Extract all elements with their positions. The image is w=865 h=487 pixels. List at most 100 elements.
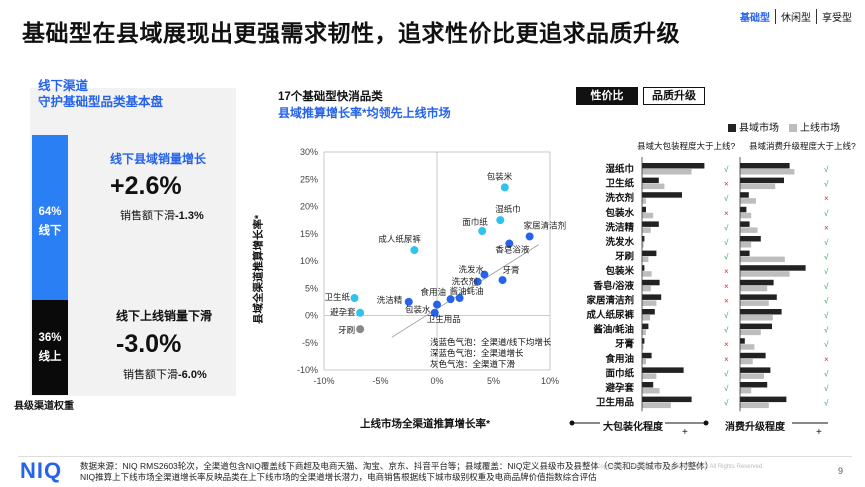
copyright: Copyright © 2026 Nielsen Consumer LLC. A…: [596, 464, 764, 470]
bar-county-bulk: [642, 382, 654, 388]
bar-upper-upgrade: [740, 183, 776, 190]
check-mark-bulk: √: [724, 165, 729, 174]
footer-divider: [18, 456, 852, 457]
bar-upper-upgrade: [740, 300, 769, 306]
check-mark-bulk: √: [724, 384, 729, 393]
bar-county-upgrade: [740, 265, 806, 271]
x-tick: -10%: [313, 376, 334, 386]
bar-upper-bulk: [642, 198, 646, 204]
bar-upper-bulk: [642, 242, 644, 248]
check-mark-bulk: √: [724, 223, 729, 232]
bar-upper-bulk: [642, 300, 657, 306]
bar-county-upgrade: [740, 250, 750, 257]
category-label: 洗发水: [605, 236, 634, 248]
legend-upper: 上线市场: [789, 119, 840, 134]
category-label: 卫生用品: [596, 397, 634, 409]
offline-share-label: 线下: [38, 225, 62, 237]
bar-county-upgrade: [740, 382, 768, 388]
nav-leisure[interactable]: 休闲型: [775, 9, 816, 24]
category-label: 避孕套: [605, 382, 634, 394]
bar-county-bulk: [642, 206, 646, 213]
check-mark-upgrade: √: [824, 180, 829, 189]
axis-bulk-label: 大包装化程度: [603, 422, 663, 433]
offline-share-pct: 64%: [38, 206, 62, 218]
bar-county-upgrade: [740, 206, 747, 213]
legend-upper-label: 上线市场: [800, 123, 840, 134]
scatter-chart: 30% 25% 20% 15% 10% 5% 0% -5% -10%-10% -5% 0% 5% 10%…: [297, 147, 566, 386]
point-label: 湿纸巾: [495, 204, 521, 214]
bar-county-bulk: [642, 396, 692, 403]
bar-upper-upgrade: [740, 227, 758, 233]
scatter-point: [473, 277, 482, 286]
category-label: 洗衣剂: [605, 192, 634, 204]
scatter-point: [404, 297, 413, 306]
check-mark-bulk: ×: [724, 355, 729, 364]
scatter-ylabel: 县域全渠道推算增长率*: [252, 214, 265, 325]
check-mark-upgrade: ×: [824, 223, 829, 232]
scatter-point: [446, 295, 455, 304]
check-mark-upgrade: √: [824, 384, 829, 393]
bar-caption: 县级渠道权重: [14, 401, 74, 412]
bar-county-bulk: [642, 192, 682, 198]
check-mark-bulk: √: [724, 238, 729, 247]
point-label: 包装水: [405, 305, 431, 315]
category-label: 面巾纸: [605, 367, 634, 379]
check-mark-bulk: ×: [724, 180, 729, 189]
scatter-point: [410, 246, 419, 255]
bar-county-bulk: [642, 367, 684, 373]
scatter-point: [350, 294, 359, 303]
scatter-head2: 县域推算增长率*均领先上线市场: [278, 106, 451, 120]
bar-upper-upgrade: [740, 402, 769, 409]
check-mark-upgrade: √: [824, 209, 829, 218]
bar-upper-upgrade: [740, 358, 753, 365]
nav-basic[interactable]: 基础型: [740, 13, 770, 24]
check-mark-upgrade: √: [824, 369, 829, 378]
scatter-point: [525, 232, 534, 241]
bar-chart: 湿纸巾 √ √ 卫生纸 × √ 洗衣剂 √ × 包装水 × √ 洗洁精 √ × 洗发水 √ √ 牙刷 √ √ 包装米 × √ 香…: [569, 157, 829, 438]
metric1-sub-value: -1.3%: [175, 210, 204, 222]
nav-enjoy[interactable]: 享受型: [816, 9, 857, 24]
tab-quality[interactable]: 品质升级: [643, 87, 705, 105]
check-mark-bulk: ×: [724, 282, 729, 291]
metric2-value: -3.0%: [116, 330, 182, 358]
check-mark-upgrade: √: [824, 267, 829, 276]
category-label: 湿纸巾: [605, 163, 634, 175]
page-title: 基础型在县域展现出更强需求韧性，追求性价比更追求品质升级: [22, 20, 680, 46]
tab-value[interactable]: 性价比: [576, 87, 638, 105]
bar-county-bulk: [642, 323, 649, 330]
bar-upper-upgrade: [740, 285, 768, 292]
bar-upper-upgrade: [740, 169, 795, 175]
bar-upper-bulk: [642, 329, 646, 336]
point-label: 包装米: [487, 171, 513, 181]
legend-gray: 灰色气泡：全渠道下滑: [430, 359, 516, 369]
check-mark-upgrade: √: [824, 326, 829, 335]
bar-county-upgrade: [740, 192, 749, 198]
point-label: 洗衣剂: [452, 277, 478, 287]
point-label: 洗发水: [458, 265, 484, 275]
y-tick: -5%: [302, 338, 318, 348]
bar-county-upgrade: [740, 338, 745, 344]
question-upgrade: 县域消费升级程度大于上线?: [749, 141, 856, 151]
check-mark-bulk: √: [724, 194, 729, 203]
bar-upper-bulk: [642, 402, 671, 409]
scatter-point: [478, 227, 487, 236]
check-mark-bulk: √: [724, 253, 729, 262]
check-mark-bulk: √: [724, 369, 729, 378]
bar-county-bulk: [642, 279, 660, 286]
bar-county-upgrade: [740, 163, 790, 169]
legend-county-label: 县域市场: [739, 123, 779, 134]
bar-county-upgrade: [740, 396, 787, 403]
scatter-point: [433, 300, 441, 309]
check-mark-upgrade: ×: [824, 355, 829, 364]
check-mark-upgrade: ×: [824, 194, 829, 203]
bar-upper-upgrade: [740, 315, 773, 321]
check-mark-bulk: ×: [724, 267, 729, 276]
scatter-point: [430, 308, 439, 317]
bar-upper-upgrade: [740, 388, 752, 394]
check-mark-bulk: ×: [724, 340, 729, 349]
y-tick: 20%: [300, 202, 318, 212]
y-tick: 25%: [300, 174, 318, 184]
bar-upper-bulk: [642, 169, 692, 175]
check-mark-bulk: ×: [724, 209, 729, 218]
y-tick: 15%: [300, 229, 318, 239]
